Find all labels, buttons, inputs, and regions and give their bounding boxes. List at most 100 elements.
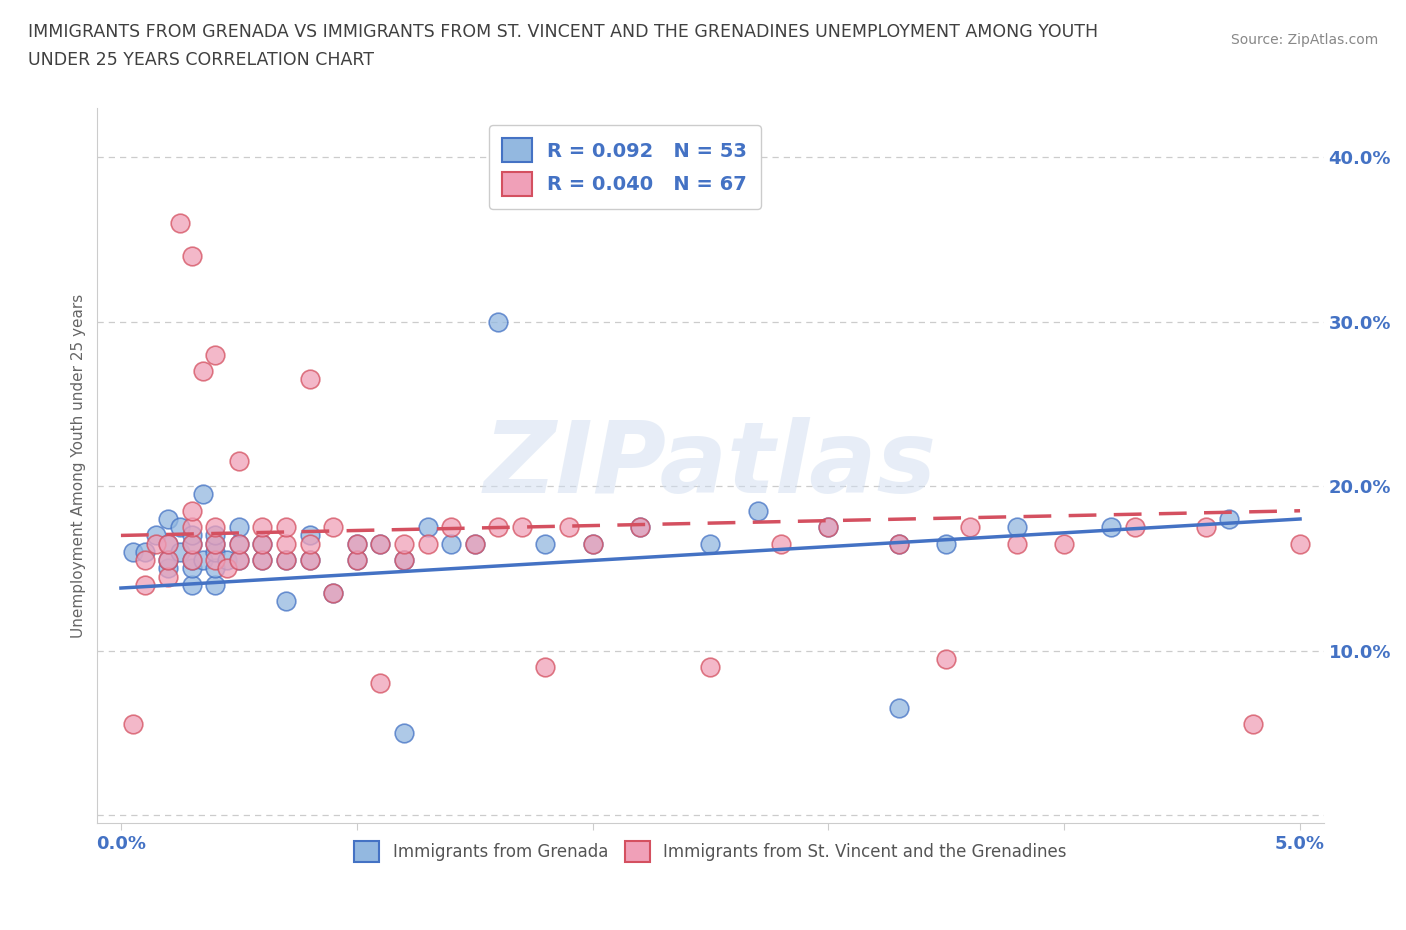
Point [157,569,180,584]
Point [510,520,533,535]
Point [145,528,167,543]
Point [180,552,202,567]
Point [215,552,238,567]
Point [558,520,581,535]
Point [204,537,226,551]
Point [440,537,463,551]
Point [204,537,226,551]
Point [817,520,839,535]
Point [157,552,180,567]
Point [121,717,143,732]
Point [1289,537,1312,551]
Point [889,537,911,551]
Point [180,520,202,535]
Point [298,528,321,543]
Point [1123,520,1146,535]
Point [392,552,415,567]
Point [134,578,156,592]
Point [204,561,226,576]
Point [228,552,250,567]
Point [204,552,226,567]
Point [252,537,274,551]
Point [180,537,202,551]
Text: IMMIGRANTS FROM GRENADA VS IMMIGRANTS FROM ST. VINCENT AND THE GRENADINES UNEMPL: IMMIGRANTS FROM GRENADA VS IMMIGRANTS FR… [28,23,1098,41]
Point [228,537,250,551]
Point [169,520,191,535]
Point [180,528,202,543]
Point [346,552,368,567]
Point [204,528,226,543]
Point [157,537,180,551]
Point [121,544,143,559]
Text: UNDER 25 YEARS CORRELATION CHART: UNDER 25 YEARS CORRELATION CHART [28,51,374,69]
Point [959,520,981,535]
Point [935,537,957,551]
Point [346,552,368,567]
Point [534,537,557,551]
Point [747,503,769,518]
Point [204,544,226,559]
Point [274,593,297,608]
Point [392,725,415,740]
Point [628,520,651,535]
Point [169,544,191,559]
Point [228,552,250,567]
Point [298,552,321,567]
Point [464,537,486,551]
Point [935,651,957,666]
Point [298,552,321,567]
Point [770,537,793,551]
Point [193,487,215,502]
Point [464,537,486,551]
Text: Source: ZipAtlas.com: Source: ZipAtlas.com [1230,33,1378,46]
Point [193,364,215,379]
Y-axis label: Unemployment Among Youth under 25 years: Unemployment Among Youth under 25 years [72,294,86,638]
Point [252,552,274,567]
Point [215,561,238,576]
Text: ZIPatlas: ZIPatlas [484,417,936,514]
Point [228,454,250,469]
Point [228,520,250,535]
Point [1218,512,1240,526]
Point [298,537,321,551]
Point [1005,537,1028,551]
Point [252,520,274,535]
Point [1099,520,1122,535]
Point [322,586,344,601]
Point [204,520,226,535]
Point [274,552,297,567]
Point [180,552,202,567]
Point [157,552,180,567]
Point [298,372,321,387]
Point [486,314,509,329]
Point [699,659,721,674]
Point [274,552,297,567]
Point [534,659,557,674]
Point [180,537,202,551]
Point [322,520,344,535]
Point [157,512,180,526]
Point [581,537,603,551]
Point [370,676,392,691]
Point [180,503,202,518]
Point [1195,520,1218,535]
Point [157,537,180,551]
Legend: Immigrants from Grenada, Immigrants from St. Vincent and the Grenadines: Immigrants from Grenada, Immigrants from… [347,835,1073,869]
Point [1053,537,1076,551]
Point [204,578,226,592]
Point [889,537,911,551]
Point [145,537,167,551]
Point [628,520,651,535]
Point [157,561,180,576]
Point [274,537,297,551]
Point [416,520,439,535]
Point [193,552,215,567]
Point [1241,717,1264,732]
Point [180,561,202,576]
Point [889,700,911,715]
Point [204,347,226,362]
Point [699,537,721,551]
Point [581,537,603,551]
Point [346,537,368,551]
Point [1005,520,1028,535]
